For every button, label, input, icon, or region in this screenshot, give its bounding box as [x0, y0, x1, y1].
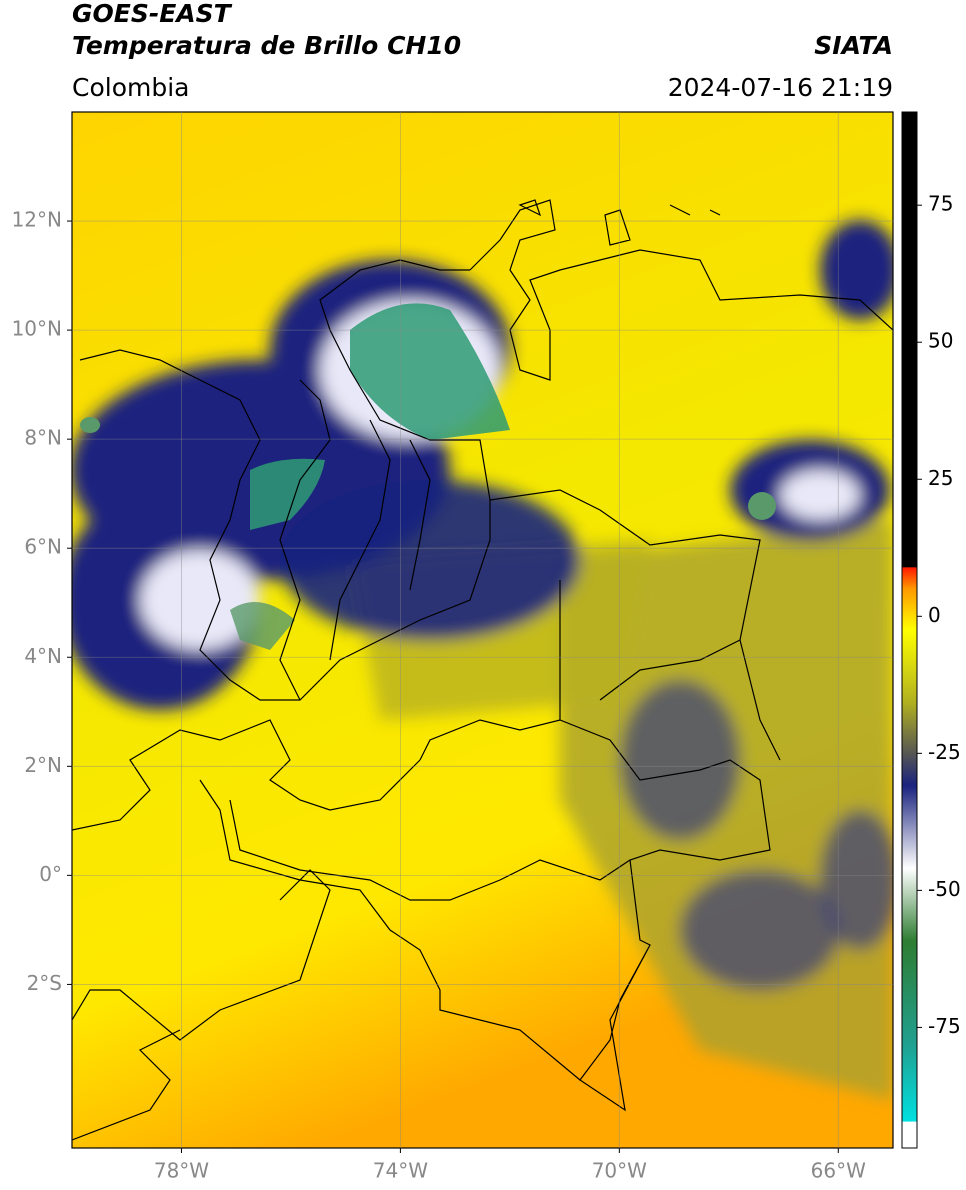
y-tick-label: 8°N [24, 426, 62, 450]
y-tick-label: 2°N [24, 753, 62, 777]
y-tick-label: 4°N [24, 644, 62, 668]
colorbar-tick-label: -75 [928, 1014, 961, 1038]
x-tick-label: 78°W [154, 1159, 209, 1183]
borders [72, 199, 893, 1141]
y-tick-label: 6°N [24, 535, 62, 559]
x-tick-label: 66°W [811, 1159, 866, 1183]
cold-tops [80, 303, 776, 650]
y-tick-label: 2°S [27, 971, 62, 995]
x-tick-label: 74°W [373, 1159, 428, 1183]
datetime: 2024-07-16 21:19 [668, 73, 893, 102]
y-tick-label: 12°N [12, 208, 62, 232]
map-area [72, 112, 893, 1148]
y-tick-label: 10°N [12, 317, 62, 341]
colorbar-tick-label: -50 [928, 877, 961, 901]
region: Colombia [72, 73, 189, 102]
colorbar-tick-label: 75 [928, 192, 953, 216]
colorbar [901, 111, 918, 1149]
map-frame [71, 111, 894, 1149]
colorbar-tick-label: 25 [928, 466, 953, 490]
x-tick-label: 70°W [592, 1159, 647, 1183]
colorbar-tick-label: 50 [928, 329, 953, 353]
subtitle: Temperatura de Brillo CH10 [72, 31, 461, 60]
y-tick-label: 0° [39, 862, 62, 886]
colorbar-tick-label: 0 [928, 603, 941, 627]
colorbar-tick-label: -25 [928, 740, 961, 764]
source: SIATA [814, 31, 893, 60]
title: GOES-EAST [72, 0, 233, 28]
